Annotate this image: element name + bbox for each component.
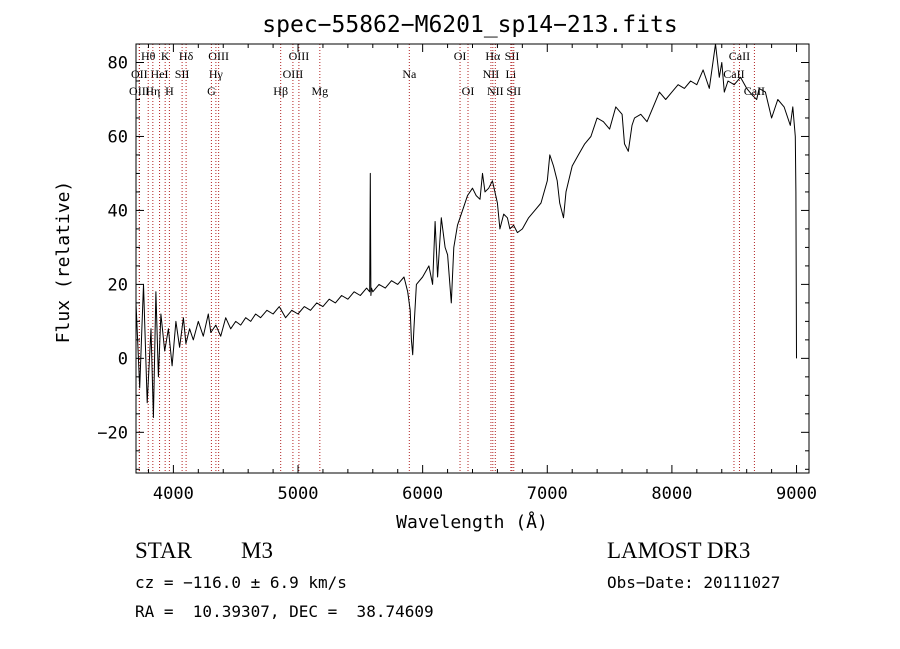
spectrum-line [135, 43, 797, 418]
line-marker-label: Hθ [141, 49, 156, 63]
subclass-label: M3 [241, 538, 273, 563]
x-tick-label: 4000 [153, 484, 194, 504]
line-marker-label: NII [483, 67, 500, 81]
x-tick-label: 9000 [776, 484, 817, 504]
line-marker-label: CaII [729, 49, 750, 63]
line-marker-label: SII [506, 84, 521, 98]
y-tick-label: 80 [108, 53, 128, 73]
line-marker-label: SII [505, 49, 520, 63]
y-tick-label: 40 [108, 201, 128, 221]
line-marker-label: Mg [311, 84, 328, 98]
line-marker-label: Hη [145, 84, 160, 98]
line-marker-label: OIII [208, 49, 229, 63]
x-axis-label: Wavelength (Å) [396, 511, 548, 533]
y-tick-label: 0 [118, 349, 128, 369]
obs-date-text: Obs−Date: 20111027 [607, 573, 781, 592]
line-marker-label: K [161, 49, 170, 63]
y-tick-label: −20 [97, 423, 128, 443]
line-marker-label: Hγ [209, 67, 224, 81]
line-marker-label: CaII [744, 84, 765, 98]
line-marker-label: G [207, 84, 216, 98]
line-marker-label: NII [487, 84, 504, 98]
x-tick-label: 6000 [402, 484, 443, 504]
line-marker-label: CaII [723, 67, 744, 81]
axis-layer: 4000 5000 6000 7000 8000 9000 −20 0 20 40 60 80 [97, 44, 817, 504]
line-marker-label: OIII [129, 84, 150, 98]
line-marker-label: OI [462, 84, 475, 98]
line-marker-label: OI [454, 49, 467, 63]
y-tick-label: 20 [108, 275, 128, 295]
redshift-text: cz = −116.0 ± 6.9 km/s [135, 573, 347, 592]
spectrum-layer [135, 43, 797, 418]
y-axis-label: Flux (relative) [53, 181, 74, 344]
x-tick-label: 7000 [527, 484, 568, 504]
chart-title: spec−55862−M6201_sp14−213.fits [262, 12, 677, 38]
survey-label: LAMOST DR3 [607, 538, 751, 563]
x-tick-label: 8000 [651, 484, 692, 504]
line-marker-label: HeI [151, 67, 169, 81]
line-marker-label: OIII [283, 67, 304, 81]
line-marker-label: H [165, 84, 174, 98]
line-marker-label: Hα [485, 49, 501, 63]
class-label: STAR [135, 538, 192, 563]
line-marker-label: SII [175, 67, 190, 81]
coords-text: RA = 10.39307, DEC = 38.74609 [135, 602, 434, 621]
y-tick-label: 60 [108, 127, 128, 147]
line-marker-label: Na [402, 67, 417, 81]
plot-frame [135, 43, 810, 474]
x-tick-label: 5000 [278, 484, 319, 504]
line-marker-label: OIII [289, 49, 310, 63]
line-marker-label: Hβ [273, 84, 288, 98]
line-marker-label: Hδ [179, 49, 194, 63]
line-marker-label: Li [506, 67, 517, 81]
